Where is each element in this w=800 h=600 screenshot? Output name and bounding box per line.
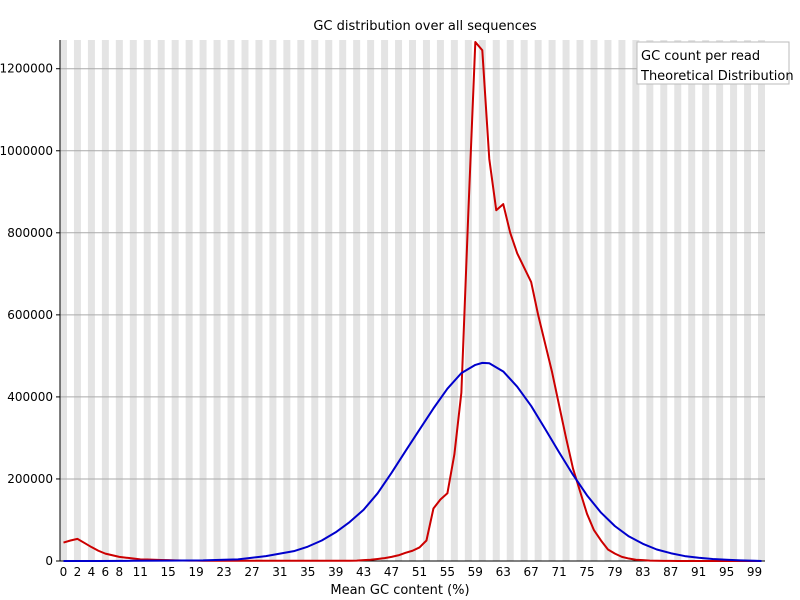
plot-band bbox=[227, 40, 235, 561]
plot-band bbox=[60, 40, 67, 561]
plot-band bbox=[283, 40, 291, 561]
x-tick-label: 63 bbox=[496, 565, 511, 579]
plot-band bbox=[311, 40, 319, 561]
plot-band bbox=[702, 40, 710, 561]
plot-band bbox=[185, 40, 193, 561]
x-tick-label: 2 bbox=[74, 565, 82, 579]
x-tick-label: 19 bbox=[188, 565, 203, 579]
y-tick-label: 1000000 bbox=[0, 144, 53, 158]
legend: GC count per read Theoretical Distributi… bbox=[636, 41, 794, 85]
x-tick-label: 51 bbox=[412, 565, 427, 579]
plot-band bbox=[744, 40, 752, 561]
x-tick-label: 31 bbox=[272, 565, 287, 579]
x-tick-label: 8 bbox=[116, 565, 124, 579]
y-axis-ticks: 0 200000 400000 600000 800000 1000000 1200000 bbox=[0, 62, 60, 568]
plot-band bbox=[87, 40, 95, 561]
x-axis-label: Mean GC content (%) bbox=[330, 583, 469, 598]
plot-band bbox=[716, 40, 724, 561]
plot-band bbox=[506, 40, 514, 561]
x-tick-label: 75 bbox=[579, 565, 594, 579]
y-tick-label: 200000 bbox=[7, 472, 53, 486]
plot-band bbox=[353, 40, 361, 561]
plot-band bbox=[646, 40, 654, 561]
series-lines bbox=[63, 41, 762, 562]
x-tick-label: 11 bbox=[133, 565, 148, 579]
x-tick-label: 47 bbox=[384, 565, 399, 579]
x-tick-label: 23 bbox=[216, 565, 231, 579]
plot-band bbox=[422, 40, 430, 561]
plot-band bbox=[688, 40, 696, 561]
plot-band bbox=[548, 40, 556, 561]
plot-band bbox=[297, 40, 305, 561]
legend-entry-theoretical: Theoretical Distribution bbox=[640, 69, 794, 84]
x-tick-label: 71 bbox=[551, 565, 566, 579]
plot-band bbox=[562, 40, 570, 561]
x-tick-label: 95 bbox=[719, 565, 734, 579]
plot-band bbox=[255, 40, 263, 561]
plot-band bbox=[534, 40, 542, 561]
x-tick-label: 39 bbox=[328, 565, 343, 579]
plot-band bbox=[115, 40, 123, 561]
plot-band bbox=[492, 40, 500, 561]
plot-band bbox=[604, 40, 612, 561]
x-tick-label: 59 bbox=[468, 565, 483, 579]
x-tick-label: 87 bbox=[663, 565, 678, 579]
plot-band bbox=[143, 40, 151, 561]
x-tick-label: 99 bbox=[747, 565, 762, 579]
y-tick-label: 0 bbox=[45, 554, 53, 568]
x-axis-ticks: 0 2 4 6 8 11 15 19 23 27 31 35 39 43 47 51 55 59 63 67 71 75 7… bbox=[60, 565, 763, 579]
plot-band bbox=[674, 40, 682, 561]
legend-box bbox=[636, 41, 790, 85]
plot-band bbox=[618, 40, 626, 561]
y-tick-label: 800000 bbox=[7, 226, 53, 240]
plot-band bbox=[730, 40, 738, 561]
plot-band bbox=[660, 40, 668, 561]
y-tick-label: 1200000 bbox=[0, 62, 53, 76]
x-tick-label: 27 bbox=[244, 565, 259, 579]
plot-band bbox=[157, 40, 165, 561]
plot-band bbox=[436, 40, 444, 561]
plot-band bbox=[241, 40, 249, 561]
x-tick-label: 55 bbox=[440, 565, 455, 579]
grid-lines bbox=[60, 68, 765, 480]
plot-band bbox=[478, 40, 486, 561]
plot-band bbox=[464, 40, 472, 561]
chart-title: GC distribution over all sequences bbox=[313, 19, 537, 34]
plot-band bbox=[339, 40, 347, 561]
x-tick-label: 35 bbox=[300, 565, 315, 579]
x-tick-label: 15 bbox=[161, 565, 176, 579]
x-tick-label: 6 bbox=[102, 565, 110, 579]
legend-entry-gc-count: GC count per read bbox=[641, 49, 760, 64]
plot-band bbox=[367, 40, 375, 561]
plot-band bbox=[171, 40, 179, 561]
x-tick-label: 4 bbox=[88, 565, 96, 579]
plot-band bbox=[213, 40, 221, 561]
series-line-theoretical bbox=[63, 361, 762, 562]
plot-band bbox=[409, 40, 416, 561]
x-tick-label: 43 bbox=[356, 565, 371, 579]
plot-band bbox=[129, 40, 137, 561]
plot-band bbox=[632, 40, 640, 561]
plot-band bbox=[381, 40, 389, 561]
plot-band bbox=[590, 40, 598, 561]
plot-band bbox=[758, 40, 765, 561]
y-tick-label: 400000 bbox=[7, 390, 53, 404]
x-tick-label: 91 bbox=[691, 565, 706, 579]
x-tick-label: 79 bbox=[607, 565, 622, 579]
y-tick-label: 600000 bbox=[7, 308, 53, 322]
plot-band bbox=[199, 40, 207, 561]
x-tick-label: 67 bbox=[524, 565, 539, 579]
plot-band bbox=[269, 40, 277, 561]
plot-band bbox=[101, 40, 109, 561]
plot-band bbox=[73, 40, 81, 561]
plot-band bbox=[520, 40, 528, 561]
x-tick-label: 0 bbox=[60, 565, 68, 579]
plot-band bbox=[395, 40, 403, 561]
plot-band bbox=[576, 40, 584, 561]
x-tick-label: 83 bbox=[635, 565, 650, 579]
plot-band bbox=[450, 40, 458, 561]
plot-bands bbox=[60, 40, 765, 561]
plot-band bbox=[325, 40, 333, 561]
